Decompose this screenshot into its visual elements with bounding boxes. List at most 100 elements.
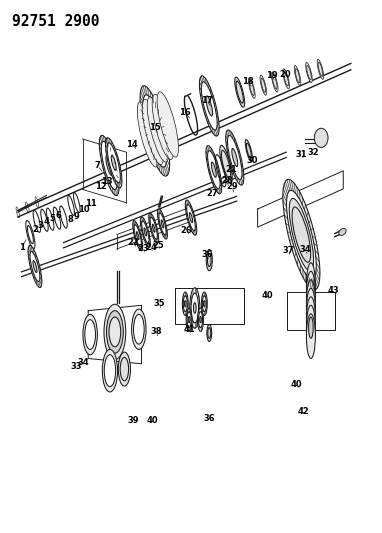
Text: 40: 40: [261, 291, 273, 300]
Ellipse shape: [235, 77, 244, 107]
Text: 34: 34: [299, 245, 311, 254]
Text: 28: 28: [221, 176, 233, 185]
Text: 17: 17: [201, 96, 213, 105]
Text: 25: 25: [153, 241, 165, 250]
Ellipse shape: [149, 213, 159, 243]
Ellipse shape: [317, 59, 324, 79]
Text: 3: 3: [38, 221, 44, 230]
Text: 5: 5: [49, 214, 55, 223]
Ellipse shape: [152, 224, 155, 232]
Ellipse shape: [211, 162, 216, 177]
Text: 18: 18: [242, 77, 254, 86]
Text: 15: 15: [149, 123, 161, 132]
Ellipse shape: [142, 99, 163, 165]
Ellipse shape: [207, 151, 220, 189]
Ellipse shape: [191, 293, 199, 323]
Ellipse shape: [201, 82, 217, 130]
Ellipse shape: [185, 200, 197, 235]
Ellipse shape: [141, 217, 150, 247]
Ellipse shape: [107, 143, 120, 183]
Ellipse shape: [199, 76, 219, 136]
Ellipse shape: [150, 217, 157, 239]
Ellipse shape: [200, 317, 201, 323]
Ellipse shape: [83, 314, 97, 355]
Text: 30: 30: [246, 156, 257, 165]
Ellipse shape: [309, 317, 313, 338]
Text: 36: 36: [204, 414, 215, 423]
Ellipse shape: [134, 314, 144, 344]
Ellipse shape: [289, 198, 314, 271]
Text: 33: 33: [70, 362, 82, 371]
Ellipse shape: [106, 156, 112, 175]
Text: 43: 43: [328, 286, 340, 295]
Ellipse shape: [283, 69, 290, 89]
Text: 4: 4: [44, 217, 49, 226]
Ellipse shape: [228, 135, 242, 180]
Text: 31: 31: [296, 150, 307, 159]
Ellipse shape: [133, 221, 142, 251]
Ellipse shape: [188, 317, 190, 323]
Text: 12: 12: [94, 182, 106, 191]
Ellipse shape: [150, 117, 159, 145]
Text: 8: 8: [67, 215, 73, 224]
Ellipse shape: [232, 149, 238, 166]
Text: 92751 2900: 92751 2900: [12, 14, 100, 29]
Ellipse shape: [306, 263, 316, 308]
Ellipse shape: [202, 296, 206, 312]
Text: 14: 14: [126, 140, 138, 149]
Text: 21: 21: [225, 165, 237, 174]
Ellipse shape: [101, 141, 117, 190]
Text: 23: 23: [138, 245, 149, 254]
Ellipse shape: [85, 320, 96, 350]
Text: 32: 32: [308, 148, 319, 157]
Ellipse shape: [306, 271, 316, 316]
Ellipse shape: [183, 296, 187, 312]
Ellipse shape: [206, 249, 212, 271]
Text: 19: 19: [266, 70, 277, 79]
Ellipse shape: [306, 297, 316, 342]
Ellipse shape: [107, 311, 123, 353]
Ellipse shape: [30, 252, 40, 281]
Ellipse shape: [186, 308, 192, 332]
Text: 40: 40: [146, 416, 158, 425]
Text: 26: 26: [181, 226, 192, 235]
Text: 41: 41: [183, 325, 195, 334]
Ellipse shape: [132, 309, 146, 350]
Ellipse shape: [134, 224, 141, 247]
Text: 2: 2: [32, 225, 38, 234]
Circle shape: [314, 128, 328, 148]
Ellipse shape: [118, 352, 131, 386]
Ellipse shape: [187, 205, 195, 231]
Text: 9: 9: [73, 212, 79, 221]
Ellipse shape: [147, 97, 168, 162]
Text: 35: 35: [154, 299, 166, 308]
Ellipse shape: [193, 303, 196, 313]
Text: 42: 42: [298, 407, 309, 416]
Ellipse shape: [306, 280, 316, 325]
Ellipse shape: [272, 72, 278, 92]
Ellipse shape: [189, 213, 193, 223]
Text: 7: 7: [95, 161, 100, 170]
Ellipse shape: [207, 325, 212, 342]
Ellipse shape: [102, 350, 118, 392]
Ellipse shape: [33, 261, 37, 272]
Ellipse shape: [306, 314, 316, 359]
Ellipse shape: [144, 228, 147, 236]
Text: 1: 1: [19, 244, 24, 253]
Text: 38: 38: [150, 327, 162, 336]
Text: 11: 11: [86, 199, 97, 208]
Text: 37: 37: [282, 246, 294, 255]
Ellipse shape: [182, 292, 188, 316]
Ellipse shape: [339, 229, 346, 236]
Ellipse shape: [204, 301, 205, 307]
Ellipse shape: [161, 220, 164, 228]
Text: 36: 36: [201, 251, 213, 260]
Ellipse shape: [104, 355, 116, 386]
Text: 39: 39: [128, 416, 139, 425]
Text: 34: 34: [78, 358, 89, 367]
Ellipse shape: [142, 221, 149, 243]
Ellipse shape: [137, 102, 159, 167]
Ellipse shape: [136, 232, 139, 240]
Ellipse shape: [283, 179, 320, 290]
Text: 20: 20: [280, 70, 291, 78]
